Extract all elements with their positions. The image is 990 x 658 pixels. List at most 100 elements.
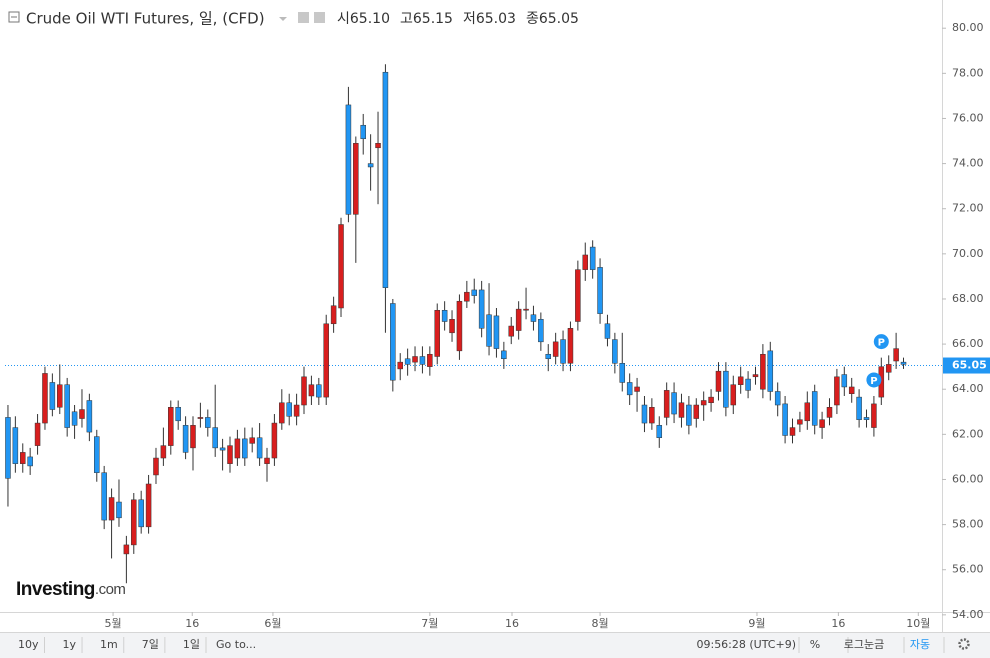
candle-body xyxy=(708,396,714,404)
y-tick-label: 78.00 xyxy=(952,66,984,79)
range-button[interactable]: 1일 xyxy=(183,637,200,651)
candle-body xyxy=(523,308,529,311)
option-button[interactable]: % xyxy=(810,638,820,651)
candle-body xyxy=(663,390,670,418)
candle-body xyxy=(863,417,870,420)
candle-body xyxy=(404,358,411,365)
y-tick-label: 66.00 xyxy=(952,337,984,350)
ohlc-value: 65.15 xyxy=(413,11,453,27)
candle-body xyxy=(360,124,366,140)
candle-body xyxy=(441,309,448,322)
candle-body xyxy=(530,314,537,322)
option-button[interactable]: 자동 xyxy=(910,638,930,651)
candle-body xyxy=(168,407,174,446)
candle-body xyxy=(826,407,833,418)
dropdown-icon[interactable] xyxy=(279,17,287,21)
candle-body xyxy=(367,163,374,168)
x-tick-label: 6월 xyxy=(264,617,281,630)
y-tick-label: 54.00 xyxy=(952,608,984,621)
candle-body xyxy=(789,427,796,436)
y-tick-label: 58.00 xyxy=(952,518,984,531)
last-price-tag xyxy=(943,357,990,374)
event-marker-label: P xyxy=(870,376,877,387)
candle-body xyxy=(49,382,56,410)
candle-body xyxy=(634,386,640,392)
goto-button[interactable]: Go to... xyxy=(216,638,256,651)
candle-body xyxy=(752,374,759,378)
candle-body xyxy=(64,384,70,428)
candle-body xyxy=(612,339,618,364)
collapse-icon[interactable] xyxy=(8,11,20,23)
candle-body xyxy=(190,425,196,449)
candle-body xyxy=(715,370,722,392)
candle-body xyxy=(108,497,115,521)
candle-body xyxy=(34,422,41,446)
event-marker-label: P xyxy=(878,338,885,349)
range-button[interactable]: 1y xyxy=(63,638,77,651)
candle-body xyxy=(671,392,677,415)
ohlc-value: 65.10 xyxy=(350,11,390,27)
candle-body xyxy=(811,391,818,426)
candle-body xyxy=(427,353,433,367)
candle-body xyxy=(308,384,315,397)
chart-title: Crude Oil WTI Futures, 일, (CFD) xyxy=(26,10,265,28)
candle-body xyxy=(767,350,774,392)
candle-body xyxy=(856,396,862,420)
candle-body xyxy=(160,445,167,459)
range-button[interactable]: 7일 xyxy=(142,637,159,651)
range-button[interactable]: 1m xyxy=(100,638,118,651)
candle-body xyxy=(471,289,477,296)
x-tick-label: 10월 xyxy=(906,617,930,630)
candle-body xyxy=(797,419,803,425)
candle-body xyxy=(5,417,11,479)
x-tick-label: 5월 xyxy=(104,617,121,630)
candle-body xyxy=(94,436,100,473)
candle-body xyxy=(686,404,692,426)
candle-body xyxy=(434,309,440,357)
y-tick-label: 76.00 xyxy=(952,111,984,124)
candle-body xyxy=(478,289,485,329)
candle-body xyxy=(131,499,137,546)
close-icon[interactable] xyxy=(314,12,325,23)
candle-body xyxy=(656,425,663,438)
candle-body xyxy=(286,402,292,417)
settings-icon[interactable] xyxy=(298,12,309,23)
candle-body xyxy=(242,438,248,459)
y-tick-label: 56.00 xyxy=(952,563,984,576)
candle-body xyxy=(145,483,152,528)
candle-body xyxy=(234,438,241,459)
candle-body xyxy=(464,291,470,302)
clock: 09:56:28 (UTC+9) xyxy=(696,638,796,651)
candle-body xyxy=(456,300,463,352)
y-tick-label: 68.00 xyxy=(952,292,984,305)
candle-body xyxy=(900,361,907,365)
candle-body xyxy=(419,356,426,365)
logo: Investing.com xyxy=(16,579,126,600)
candle-body xyxy=(293,404,300,417)
candle-body xyxy=(205,417,211,428)
range-button[interactable]: 10y xyxy=(18,638,39,651)
candle-body xyxy=(279,402,285,424)
candle-body xyxy=(20,452,26,464)
option-button[interactable]: 로그눈금 xyxy=(844,638,884,651)
candle-body xyxy=(390,303,396,381)
candle-body xyxy=(841,374,848,388)
candle-body xyxy=(560,339,566,364)
candle-body xyxy=(375,143,381,149)
candle-body xyxy=(486,314,492,347)
candle-body xyxy=(175,407,181,422)
candle-body xyxy=(552,341,559,357)
candle-body xyxy=(330,305,337,325)
candle-body xyxy=(123,544,130,555)
settings-gear[interactable] xyxy=(958,638,970,650)
x-tick-label: 16 xyxy=(185,617,199,630)
candle-body xyxy=(589,246,596,270)
candle-body xyxy=(449,319,455,334)
candle-body xyxy=(79,409,85,419)
candle-body xyxy=(582,254,589,270)
x-tick-label: 9월 xyxy=(748,617,765,630)
candle-body xyxy=(27,456,33,467)
candle-body xyxy=(641,404,648,424)
candle-body xyxy=(597,267,603,314)
ohlc-label: 저 xyxy=(463,11,476,27)
